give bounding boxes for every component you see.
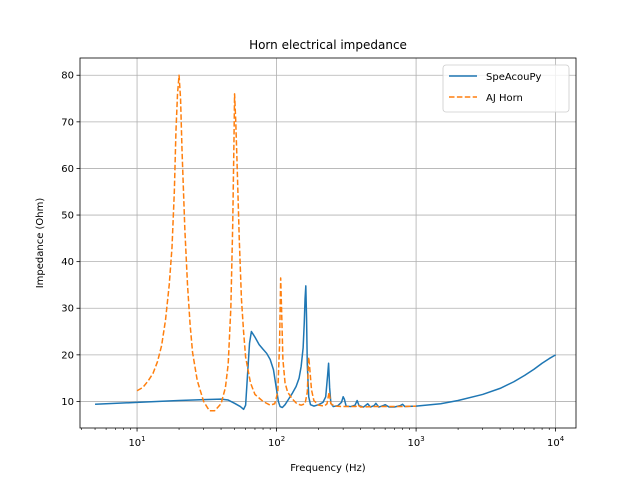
y-tick-label: 80 (61, 71, 74, 82)
x-tick-label: 102 (268, 435, 285, 449)
y-tick-label: 70 (61, 117, 74, 128)
y-tick-label: 60 (61, 164, 74, 175)
x-tick-label: 104 (547, 435, 565, 449)
legend-label-speacoupy: SpeAcouPy (486, 72, 541, 83)
y-tick-label: 30 (61, 304, 74, 315)
y-axis-label: Impedance (Ohm) (35, 198, 46, 289)
y-tick-label: 50 (61, 211, 74, 222)
series-line-aj-horn (136, 74, 417, 412)
series-lines (95, 74, 556, 412)
y-tick-label: 40 (61, 257, 74, 268)
y-axis-ticks: 10 20 30 40 50 60 70 80 (61, 71, 80, 408)
series-line-speacoupy (95, 285, 556, 411)
y-tick-label: 20 (61, 350, 74, 361)
x-axis-label: Frequency (Hz) (290, 463, 366, 474)
legend-label-aj-horn: AJ Horn (486, 93, 523, 104)
y-tick-label: 10 (61, 397, 74, 408)
legend: SpeAcouPy AJ Horn (442, 64, 570, 113)
x-axis-ticks: 101 102 103 104 (81, 428, 565, 449)
plot-frame (79, 57, 577, 429)
x-tick-label: 101 (128, 435, 145, 449)
chart-title: Horn electrical impedance (249, 38, 407, 52)
x-tick-label: 103 (407, 435, 424, 449)
